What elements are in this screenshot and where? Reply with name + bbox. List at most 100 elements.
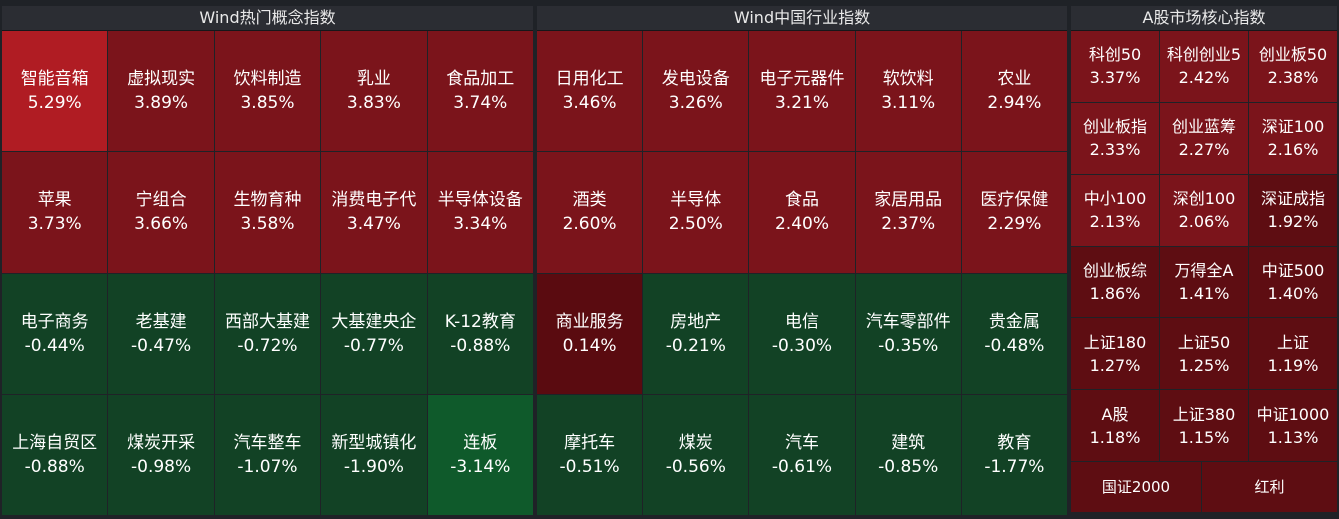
tile-change: 3.47% <box>346 214 401 235</box>
heatmap-tile[interactable]: K-12教育 -0.88% <box>427 273 533 394</box>
tile-name: 饮料制造 <box>233 69 302 90</box>
heatmap-tile[interactable]: 酒类 2.60% <box>537 152 643 273</box>
tile-name: 创业蓝筹 <box>1171 117 1236 137</box>
heatmap-tile[interactable]: 西部大基建 -0.72% <box>214 273 321 394</box>
heatmap-tile[interactable]: 深证成指 1.92% <box>1249 174 1337 246</box>
heatmap-tile[interactable]: 教育 -1.77% <box>961 394 1067 515</box>
heatmap-tile[interactable]: 苹果 3.73% <box>2 152 108 273</box>
heatmap-tile[interactable]: 上证380 1.15% <box>1160 390 1248 461</box>
tile-name: 摩托车 <box>564 432 616 453</box>
tile-name: 西部大基建 <box>224 311 310 332</box>
tile-name: 深创100 <box>1172 189 1236 209</box>
panel-title: A股市场核心指数 <box>1071 6 1337 31</box>
heatmap-tile[interactable]: 万得全A 1.41% <box>1160 246 1248 318</box>
tile-change: 2.29% <box>987 214 1042 235</box>
tile-change: -0.98% <box>131 456 192 477</box>
tile-change: 0.14% <box>562 335 617 356</box>
heatmap-tile[interactable]: 上证180 1.27% <box>1071 318 1159 390</box>
heatmap-tile[interactable]: 半导体设备 3.34% <box>427 152 533 273</box>
tile-name: 国证2000 <box>1101 477 1171 496</box>
heatmap-tile[interactable]: 深创100 2.06% <box>1160 174 1248 246</box>
heatmap-tile[interactable]: 家居用品 2.37% <box>855 152 961 273</box>
heatmap-tile[interactable]: 电子元器件 3.21% <box>749 31 855 152</box>
tile-name: 日用化工 <box>555 69 624 90</box>
tile-name: 酒类 <box>572 190 607 211</box>
heatmap-tile[interactable]: 电信 -0.30% <box>749 273 855 394</box>
tile-name: 中证1000 <box>1256 404 1330 424</box>
tile-change: 3.26% <box>668 93 723 114</box>
tile-name: 中证500 <box>1261 260 1325 280</box>
heatmap-tile[interactable]: 电子商务 -0.44% <box>2 273 108 394</box>
heatmap-tile[interactable]: 乳业 3.83% <box>321 31 427 152</box>
heatmap-tile[interactable]: 创业板综 1.86% <box>1071 246 1159 318</box>
tile-change: -0.77% <box>343 335 404 356</box>
tile-change: 1.92% <box>1267 212 1319 232</box>
tile-name: A股 <box>1101 404 1129 424</box>
heatmap-tile[interactable]: 食品加工 3.74% <box>427 31 533 152</box>
heatmap-tile[interactable]: 日用化工 3.46% <box>537 31 643 152</box>
heatmap-tile[interactable]: A股 1.18% <box>1071 390 1159 461</box>
heatmap-tile[interactable]: 大基建央企 -0.77% <box>321 273 427 394</box>
heatmap-tile[interactable]: 煤炭开采 -0.98% <box>108 394 214 515</box>
tile-change: 2.60% <box>562 214 617 235</box>
heatmap-tile[interactable]: 软饮料 3.11% <box>855 31 961 152</box>
heatmap-tile[interactable]: 国证2000 <box>1071 462 1201 512</box>
heatmap-tile[interactable]: 建筑 -0.85% <box>855 394 961 515</box>
heatmap-tile[interactable]: 新型城镇化 -1.90% <box>321 394 427 515</box>
heatmap-tile[interactable]: 中证500 1.40% <box>1249 246 1337 318</box>
heatmap-tile[interactable]: 商业服务 0.14% <box>537 273 643 394</box>
tile-name: 电信 <box>784 311 819 332</box>
heatmap-tile[interactable]: 创业板50 2.38% <box>1249 31 1337 102</box>
heatmap-tile[interactable]: 创业蓝筹 2.27% <box>1160 102 1248 174</box>
heatmap-tile[interactable]: 半导体 2.50% <box>643 152 749 273</box>
heatmap-tile[interactable]: 中小100 2.13% <box>1071 174 1159 246</box>
heatmap-tile[interactable]: 中证1000 1.13% <box>1249 390 1337 461</box>
heatmap-tile[interactable]: 红利 <box>1202 462 1337 512</box>
tile-name: 新型城镇化 <box>331 432 417 453</box>
tile-name: 消费电子代 <box>331 190 417 211</box>
heatmap-tile[interactable]: 饮料制造 3.85% <box>214 31 321 152</box>
heatmap-tile[interactable]: 食品 2.40% <box>749 152 855 273</box>
tile-change: 3.66% <box>134 214 189 235</box>
heatmap-tile[interactable]: 汽车零部件 -0.35% <box>855 273 961 394</box>
tile-name: 汽车 <box>784 432 819 453</box>
heatmap-tile[interactable]: 汽车 -0.61% <box>749 394 855 515</box>
heatmap-tile[interactable]: 发电设备 3.26% <box>643 31 749 152</box>
industry-index-panel: Wind中国行业指数 日用化工 3.46% 发电设备 3.26% 电子元器件 3.21… <box>537 6 1067 515</box>
tile-name: 创业板指 <box>1082 117 1147 137</box>
heatmap-tile[interactable]: 上海自贸区 -0.88% <box>2 394 108 515</box>
heatmap-tile[interactable]: 智能音箱 5.29% <box>2 31 108 152</box>
tile-change: -0.30% <box>771 335 833 356</box>
tile-name: 上证50 <box>1177 332 1231 352</box>
heatmap-tile[interactable]: 连板 -3.14% <box>427 394 533 515</box>
heatmap-tile[interactable]: 医疗保健 2.29% <box>961 152 1067 273</box>
heatmap-tile[interactable]: 科创创业5 2.42% <box>1160 31 1248 102</box>
tile-change: 2.38% <box>1267 68 1319 88</box>
heatmap-tile[interactable]: 汽车整车 -1.07% <box>214 394 321 515</box>
panel-title: Wind热门概念指数 <box>2 6 533 31</box>
heatmap-tile[interactable]: 消费电子代 3.47% <box>321 152 427 273</box>
heatmap-tile[interactable]: 老基建 -0.47% <box>108 273 214 394</box>
heatmap-tile[interactable]: 虚拟现实 3.89% <box>108 31 214 152</box>
heatmap-tile[interactable]: 深证100 2.16% <box>1249 102 1337 174</box>
tile-change: 3.46% <box>562 93 617 114</box>
heatmap-tile[interactable]: 上证50 1.25% <box>1160 318 1248 390</box>
tile-name: 汽车整车 <box>233 432 302 453</box>
heatmap-tile[interactable]: 上证 1.19% <box>1249 318 1337 390</box>
heatmap-tile[interactable]: 科创50 3.37% <box>1071 31 1159 102</box>
tile-change: -0.88% <box>24 456 85 477</box>
tile-change: 5.29% <box>27 93 82 114</box>
tile-change: 1.86% <box>1089 283 1141 303</box>
heatmap-tile[interactable]: 生物育种 3.58% <box>214 152 321 273</box>
heatmap-tile[interactable]: 煤炭 -0.56% <box>643 394 749 515</box>
heatmap-tile[interactable]: 农业 2.94% <box>961 31 1067 152</box>
tile-name: 科创50 <box>1088 45 1142 65</box>
tile-name: 上证180 <box>1083 332 1147 352</box>
tile-name: 虚拟现实 <box>127 69 196 90</box>
heatmap-tile[interactable]: 贵金属 -0.48% <box>961 273 1067 394</box>
heatmap-tile[interactable]: 摩托车 -0.51% <box>537 394 643 515</box>
heatmap-tile[interactable]: 创业板指 2.33% <box>1071 102 1159 174</box>
heatmap-tile[interactable]: 宁组合 3.66% <box>108 152 214 273</box>
heatmap-tile[interactable]: 房地产 -0.21% <box>643 273 749 394</box>
tile-name: 创业板综 <box>1082 260 1147 280</box>
